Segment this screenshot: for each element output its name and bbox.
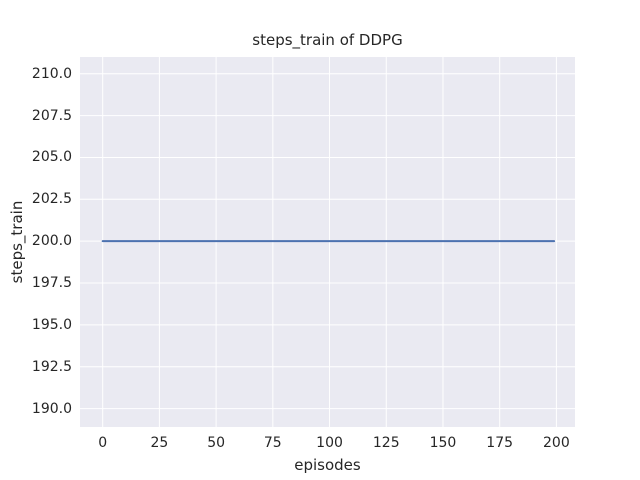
y-tick-label: 192.5 bbox=[31, 358, 72, 375]
x-tick-label: 25 bbox=[150, 435, 169, 451]
plot-canvas bbox=[80, 57, 575, 427]
x-tick-label: 175 bbox=[486, 435, 514, 451]
y-tick-label: 190.0 bbox=[31, 400, 72, 417]
x-tick-label: 125 bbox=[372, 435, 400, 451]
y-tick-label: 210.0 bbox=[31, 65, 72, 82]
x-tick-label: 150 bbox=[429, 435, 457, 451]
x-tick-label: 0 bbox=[98, 435, 108, 451]
x-tick-label: 75 bbox=[263, 435, 282, 451]
plot-area bbox=[80, 57, 575, 427]
y-tick-label: 195.0 bbox=[31, 316, 72, 333]
y-tick-label: 197.5 bbox=[31, 275, 72, 292]
chart-title: steps_train of DDPG bbox=[252, 31, 403, 49]
x-tick-label: 50 bbox=[207, 435, 226, 451]
y-tick-label: 202.5 bbox=[31, 191, 72, 208]
x-axis-label: episodes bbox=[294, 456, 361, 474]
x-tick-label: 100 bbox=[316, 435, 343, 451]
y-tick-label: 205.0 bbox=[31, 149, 72, 166]
y-tick-label: 200.0 bbox=[31, 233, 72, 250]
y-tick-label: 207.5 bbox=[31, 107, 72, 124]
x-tick-label: 200 bbox=[543, 435, 570, 451]
